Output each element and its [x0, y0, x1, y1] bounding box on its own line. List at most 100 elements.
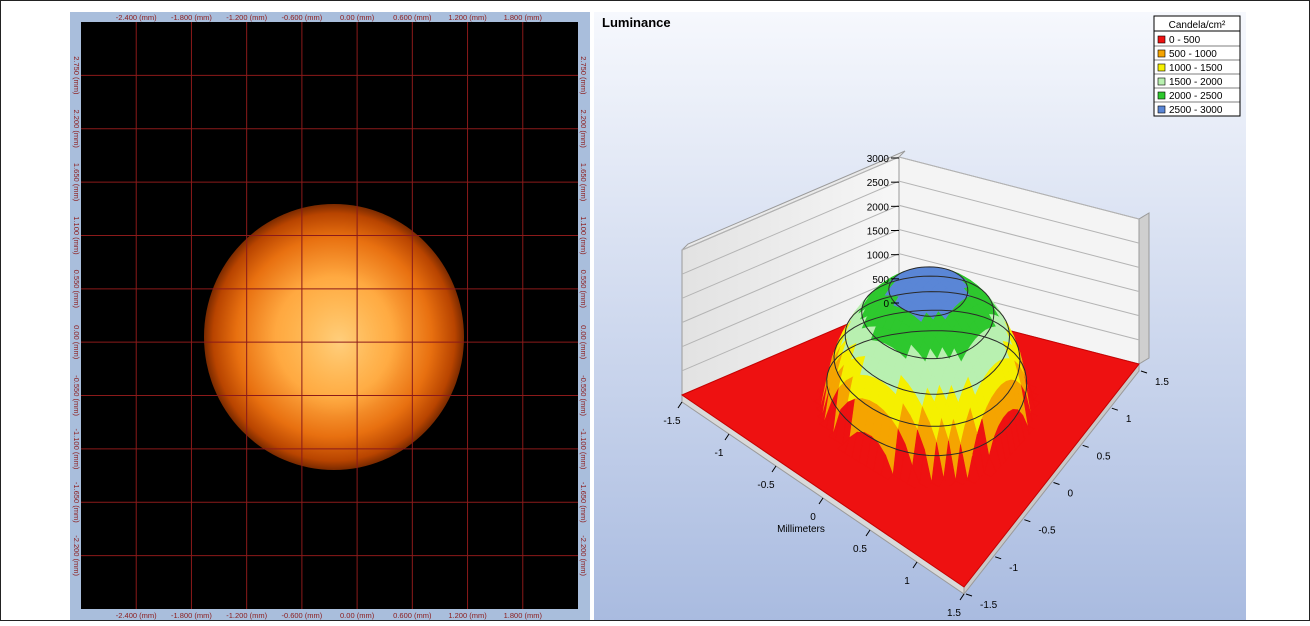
- surface-patch: [907, 465, 920, 489]
- z-tick-label: 0: [883, 299, 889, 310]
- top-tick-label: 1.800 (mm): [504, 13, 543, 22]
- y-tick: [1024, 519, 1031, 523]
- bottom-tick-label: 1.800 (mm): [504, 611, 543, 620]
- x-tick: [912, 561, 918, 569]
- right-tick-label: -1.650 (mm): [579, 482, 588, 523]
- y-tick-label: -1.5: [980, 600, 998, 611]
- y-tick: [965, 593, 973, 597]
- z-tick-label: 1500: [867, 227, 890, 238]
- x-tick-label: -0.5: [757, 480, 775, 491]
- left-tick-label: 0.550 (mm): [72, 270, 81, 309]
- surface-patch: [967, 455, 980, 484]
- x-tick: [677, 401, 683, 409]
- right-tick-label: -2.200 (mm): [579, 535, 588, 576]
- z-tick-label: 2000: [867, 202, 890, 213]
- z-tick-label: 500: [872, 275, 889, 286]
- top-tick-label: -1.800 (mm): [171, 13, 212, 22]
- z-tick-label: 2500: [867, 178, 890, 189]
- y-tick: [1082, 444, 1089, 448]
- contour-line: [844, 291, 1011, 395]
- x-tick: [818, 497, 824, 505]
- legend-swatch: [1157, 77, 1166, 86]
- y-tick-label: 0.5: [1097, 451, 1111, 462]
- legend-swatch: [1157, 49, 1166, 58]
- right-tick-label: -0.550 (mm): [579, 375, 588, 416]
- y-tick-label: -1: [1009, 563, 1018, 574]
- bottom-tick-label: 0.00 (mm): [340, 611, 375, 620]
- x-tick: [724, 433, 730, 441]
- z-gridline: [681, 156, 1140, 251]
- y-tick-label: -0.5: [1038, 526, 1056, 537]
- right-tick-label: -1.100 (mm): [579, 428, 588, 469]
- top-tick-label: -0.600 (mm): [281, 13, 322, 22]
- x-tick-label: 0.5: [853, 544, 867, 555]
- top-tick-label: -2.400 (mm): [116, 13, 157, 22]
- x-tick-label: -1: [715, 448, 724, 459]
- y-tick-label: 1.5: [1155, 377, 1169, 388]
- top-tick-label: -1.200 (mm): [226, 13, 267, 22]
- y-tick: [1111, 407, 1118, 411]
- z-gridline: [681, 228, 1140, 323]
- left-tick-label: -2.200 (mm): [72, 535, 81, 576]
- z-gridline: [681, 253, 1140, 348]
- legend-swatch: [1157, 35, 1166, 44]
- luminance-chart: Luminance 0 500 1000 1500 2000 2500 3000 -1.5 -1…: [594, 12, 1246, 621]
- luminance-chart-panel: Luminance 0 500 1000 1500 2000 2500 3000 -1.5 -1…: [594, 12, 1246, 621]
- left-tick-label: 2.200 (mm): [72, 110, 81, 149]
- x-tick-label: 0: [810, 512, 816, 523]
- right-tick-label: 0.550 (mm): [579, 270, 588, 309]
- surface-patch: [919, 449, 932, 488]
- right-tick-label: 2.750 (mm): [579, 56, 588, 95]
- surface-patch: [955, 444, 968, 486]
- top-tick-label: 0.600 (mm): [393, 13, 432, 22]
- contour-line: [861, 275, 995, 360]
- top-tick-label: 0.00 (mm): [340, 13, 375, 22]
- x-tick-label: 1.5: [947, 608, 961, 619]
- left-tick-label: 2.750 (mm): [72, 56, 81, 95]
- legend-entry-label: 0 - 500: [1169, 35, 1201, 46]
- legend-swatch: [1157, 63, 1166, 72]
- z-gridline: [681, 180, 1140, 275]
- x-axis-title: Millimeters: [777, 524, 825, 535]
- z-tick-label: 1000: [867, 251, 890, 262]
- y-tick: [1053, 482, 1060, 485]
- z-tick-label: 3000: [867, 154, 890, 165]
- x-tick-label: -1.5: [663, 416, 681, 427]
- contour-line: [888, 266, 969, 317]
- legend: Candela/cm² 0 - 500 500 - 1000 1000 - 1500 1…: [1153, 15, 1241, 117]
- bottom-tick-label: -1.200 (mm): [226, 611, 267, 620]
- legend-title: Candela/cm²: [1169, 20, 1226, 31]
- left-tick-label: -0.550 (mm): [72, 375, 81, 416]
- bottom-tick-label: 1.200 (mm): [448, 611, 487, 620]
- y-tick-label: 1: [1126, 414, 1132, 425]
- right-tick-label: 0.00 (mm): [579, 325, 588, 360]
- chart-title: Luminance: [602, 15, 671, 30]
- contour-line: [833, 309, 1021, 427]
- surface-patch: [983, 455, 997, 478]
- legend-entry-label: 500 - 1000: [1169, 49, 1217, 60]
- spot-image: -2.400 (mm) -1.800 (mm) -1.200 (mm) -0.600 …: [70, 12, 590, 621]
- bottom-tick-label: 0.600 (mm): [393, 611, 432, 620]
- right-tick-label: 1.650 (mm): [579, 163, 588, 202]
- legend-box: [1153, 15, 1241, 117]
- right-tick-label: 1.100 (mm): [579, 216, 588, 255]
- y-tick-label: 0: [1068, 489, 1074, 500]
- legend-entry-label: 2500 - 3000: [1169, 105, 1223, 116]
- bottom-tick-label: -0.600 (mm): [281, 611, 322, 620]
- left-tick-label: 1.100 (mm): [72, 216, 81, 255]
- wall-edge: [1138, 212, 1150, 365]
- x-tick: [959, 593, 965, 601]
- legend-entry-label: 2000 - 2500: [1169, 91, 1223, 102]
- surface-patch: [943, 440, 956, 487]
- legend-swatch: [1157, 91, 1166, 100]
- top-tick-label: 1.200 (mm): [448, 13, 487, 22]
- y-tick: [1140, 370, 1148, 374]
- left-tick-label: -1.650 (mm): [72, 482, 81, 523]
- z-gridline: [681, 204, 1140, 299]
- left-tick-label: -1.100 (mm): [72, 428, 81, 469]
- surface-patch: [880, 454, 894, 480]
- right-tick-label: 2.200 (mm): [579, 110, 588, 149]
- spot-image-panel: -2.400 (mm) -1.800 (mm) -1.200 (mm) -0.600 …: [70, 12, 590, 621]
- y-tick: [995, 556, 1002, 560]
- left-tick-label: 1.650 (mm): [72, 163, 81, 202]
